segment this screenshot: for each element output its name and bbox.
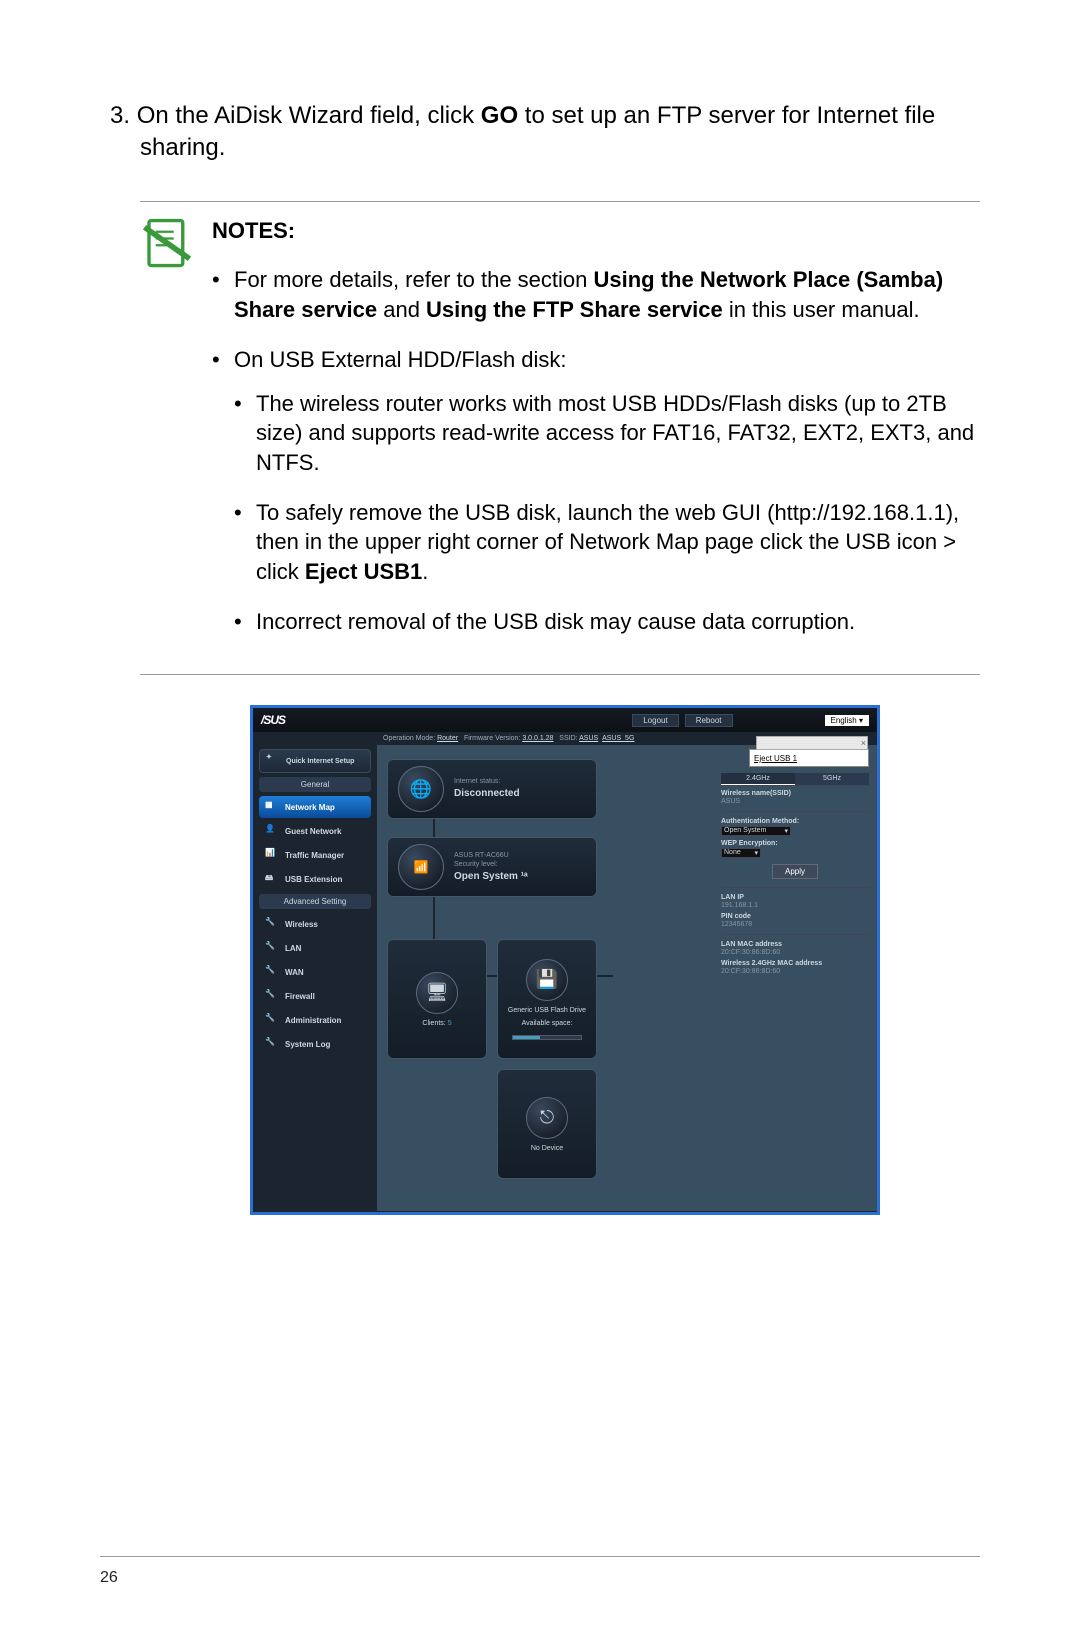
- wrench-icon: 🔧: [265, 1013, 279, 1027]
- sidebar-lan[interactable]: 🔧LAN: [259, 937, 371, 959]
- mac-value: 20:CF:30:86:8D:60: [721, 949, 869, 956]
- main-panel: 🌐 Internet status:Disconnected 📶 ASUS RT…: [377, 745, 877, 1211]
- usb-card[interactable]: 💾 Generic USB Flash Drive Available spac…: [497, 939, 597, 1059]
- topbar: /SUS Logout Reboot English ▾: [253, 708, 877, 732]
- wmac-label: Wireless 2.4GHz MAC address: [721, 960, 869, 967]
- wrench-icon: 🔧: [265, 989, 279, 1003]
- sidebar: ✦Quick Internet Setup General ▦Network M…: [253, 745, 377, 1211]
- usb-icon: 🖴: [265, 872, 279, 886]
- monitor-icon: 🖥: [416, 972, 458, 1014]
- step-3: 3. On the AiDisk Wizard field, click GO …: [100, 100, 980, 165]
- lanip-value: 191.168.1.1: [721, 902, 869, 909]
- sidebar-system-log[interactable]: 🔧System Log: [259, 1033, 371, 1055]
- sidebar-quick-setup[interactable]: ✦Quick Internet Setup: [259, 749, 371, 773]
- wrench-icon: 🔧: [265, 941, 279, 955]
- sidebar-wireless[interactable]: 🔧Wireless: [259, 913, 371, 935]
- lanip-label: LAN IP: [721, 894, 869, 901]
- sidebar-wan[interactable]: 🔧WAN: [259, 961, 371, 983]
- wifi-name-label: Wireless name(SSID): [721, 790, 869, 797]
- mac-label: LAN MAC address: [721, 941, 869, 948]
- band-tabs: 2.4GHz 5GHz: [721, 773, 869, 786]
- guest-icon: 👤: [265, 824, 279, 838]
- pin-label: PIN code: [721, 913, 869, 920]
- internet-card[interactable]: 🌐 Internet status:Disconnected: [387, 759, 597, 819]
- footer-rule: [100, 1556, 980, 1557]
- map-icon: ▦: [265, 800, 279, 814]
- eject-usb-popup[interactable]: Eject USB 1: [749, 749, 869, 767]
- traffic-icon: 📊: [265, 848, 279, 862]
- note-sub-1: The wireless router works with most USB …: [234, 389, 980, 478]
- logout-button[interactable]: Logout: [632, 714, 678, 727]
- note-sub-2: To safely remove the USB disk, launch th…: [234, 498, 980, 587]
- pin-value: 12345678: [721, 921, 869, 928]
- sidebar-administration[interactable]: 🔧Administration: [259, 1009, 371, 1031]
- clients-card[interactable]: 🖥 Clients: 5: [387, 939, 487, 1059]
- note-item-1: For more details, refer to the section U…: [212, 265, 980, 324]
- sidebar-traffic-manager[interactable]: 📊Traffic Manager: [259, 844, 371, 866]
- wrench-icon: 🔧: [265, 917, 279, 931]
- wep-label: WEP Encryption:: [721, 840, 869, 847]
- sidebar-guest-network[interactable]: 👤Guest Network: [259, 820, 371, 842]
- router-icon: 📶: [398, 844, 444, 890]
- wand-icon: ✦: [266, 754, 280, 768]
- wrench-icon: 🔧: [265, 1037, 279, 1051]
- reboot-button[interactable]: Reboot: [685, 714, 733, 727]
- note-sub-3: Incorrect removal of the USB disk may ca…: [234, 607, 980, 637]
- page-number: 26: [100, 1569, 118, 1587]
- sidebar-advanced-header: Advanced Setting: [259, 894, 371, 909]
- sidebar-usb-extension[interactable]: 🖴USB Extension: [259, 868, 371, 890]
- no-device-card[interactable]: ⎋ No Device: [497, 1069, 597, 1179]
- globe-icon: 🌐: [398, 766, 444, 812]
- auth-label: Authentication Method:: [721, 818, 869, 825]
- right-panel: Eject USB 1 2.4GHz 5GHz Wireless name(SS…: [721, 751, 869, 983]
- usb-drive-icon: 💾: [526, 959, 568, 1001]
- tab-5ghz[interactable]: 5GHz: [795, 773, 869, 785]
- apply-button[interactable]: Apply: [772, 864, 818, 879]
- note-icon: [140, 216, 194, 657]
- wifi-name-value: ASUS: [721, 798, 869, 805]
- asus-logo: /SUS: [261, 713, 285, 727]
- notes-block: NOTES: For more details, refer to the se…: [140, 201, 980, 676]
- sidebar-network-map[interactable]: ▦Network Map: [259, 796, 371, 818]
- wrench-icon: 🔧: [265, 965, 279, 979]
- wmac-value: 20:CF:30:86:8D:60: [721, 968, 869, 975]
- auth-select[interactable]: Open System: [721, 826, 791, 836]
- note-item-2: On USB External HDD/Flash disk: The wire…: [212, 345, 980, 637]
- tab-24ghz[interactable]: 2.4GHz: [721, 773, 795, 785]
- sidebar-firewall[interactable]: 🔧Firewall: [259, 985, 371, 1007]
- sidebar-general-header: General: [259, 777, 371, 792]
- language-select[interactable]: English ▾: [825, 715, 870, 726]
- wep-select[interactable]: None: [721, 848, 761, 858]
- router-screenshot: /SUS Logout Reboot English ▾ Operation M…: [250, 705, 880, 1215]
- usb-plug-icon: ⎋: [526, 1097, 568, 1139]
- available-space-bar: [512, 1035, 582, 1040]
- notes-heading: NOTES:: [212, 216, 980, 246]
- router-card[interactable]: 📶 ASUS RT-AC66USecurity level:Open Syste…: [387, 837, 597, 897]
